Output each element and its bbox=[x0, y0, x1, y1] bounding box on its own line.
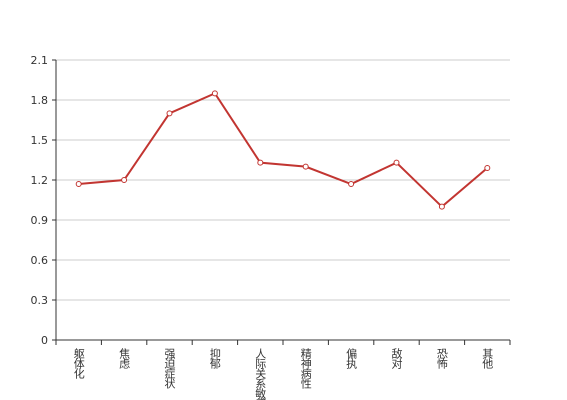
x-tick-label: 焦虑 bbox=[118, 348, 131, 369]
x-tick-label: 精神病性 bbox=[299, 348, 312, 390]
point bbox=[211, 90, 218, 97]
y-tick-label: 0.3 bbox=[31, 294, 49, 307]
x-tick-label: 躯体化 bbox=[72, 348, 85, 380]
x-tick-label: 抑郁 bbox=[208, 347, 221, 369]
x-tick-label: 偏执 bbox=[345, 347, 358, 370]
x-tick-label: 强迫症状 bbox=[163, 348, 176, 389]
y-tick-label: 1.2 bbox=[31, 174, 49, 187]
x-tick-label: 敌对 bbox=[390, 347, 403, 369]
point bbox=[75, 181, 82, 187]
point bbox=[484, 165, 491, 171]
y-tick-label: 2.1 bbox=[31, 54, 49, 67]
x-tick-label: 恐怖 bbox=[435, 348, 448, 369]
point bbox=[257, 159, 264, 166]
point bbox=[302, 163, 309, 170]
point bbox=[438, 203, 445, 210]
y-tick-label: 1.5 bbox=[31, 134, 49, 147]
y-tick-label: 1.8 bbox=[31, 94, 49, 107]
point bbox=[348, 181, 355, 187]
point bbox=[393, 159, 400, 166]
point bbox=[121, 177, 128, 183]
y-tick-label: 0.9 bbox=[31, 214, 49, 227]
line bbox=[78, 92, 488, 209]
y-tick-label: 0 bbox=[41, 334, 48, 347]
x-tick-label: 人际关系敏感 bbox=[254, 348, 267, 400]
point bbox=[166, 110, 173, 117]
y-tick-label: 0.6 bbox=[31, 254, 49, 267]
x-tick-label: 其他 bbox=[481, 348, 494, 369]
